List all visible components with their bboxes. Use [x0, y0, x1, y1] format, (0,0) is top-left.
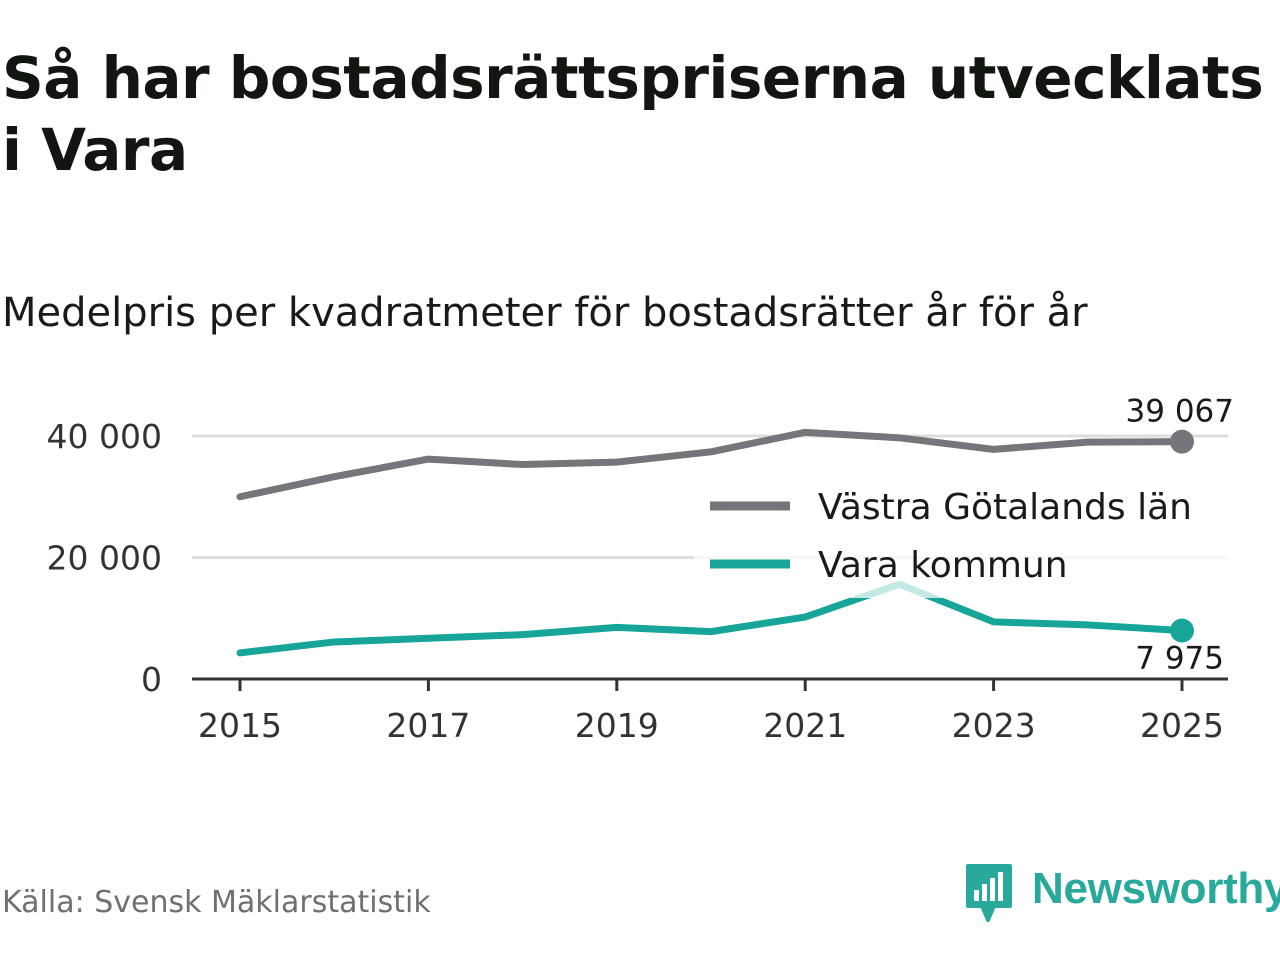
legend-background [694, 478, 1228, 598]
y-tick-label: 40 000 [47, 417, 162, 456]
chart-title: Så har bostadsrättspriserna utvecklats i… [2, 44, 1264, 184]
series-line-1 [236, 580, 1186, 657]
newsworthy-logo-icon [966, 864, 1012, 922]
x-tick-label: 2025 [1140, 706, 1224, 745]
label-layer: 39 067 7 975 [1126, 394, 1234, 677]
series-line-0 [236, 428, 1186, 501]
series-end-marker-1 [1170, 618, 1194, 643]
y-tick-label: 0 [141, 660, 162, 699]
newsworthy-logo-text: Newsworthy [1032, 864, 1280, 913]
x-tick-label: 2017 [386, 706, 470, 745]
legend-label-0: Västra Götalands län [818, 487, 1192, 528]
x-tick-label: 2023 [952, 706, 1036, 745]
series-end-marker-0 [1170, 429, 1194, 454]
y-tick-label: 20 000 [47, 539, 162, 578]
chart-subtitle: Medelpris per kvadratmeter för bostadsrä… [2, 290, 1088, 336]
x-tick-label: 2021 [763, 706, 847, 745]
newsworthy-logo[interactable]: Newsworthy [964, 862, 1280, 926]
x-tick-label: 2019 [575, 706, 659, 745]
series-layer [236, 428, 1194, 657]
legend-label-1: Vara kommun [818, 545, 1068, 586]
end-value-label-0: 39 067 [1126, 394, 1234, 430]
legend-layer: Västra Götalands län Vara kommun [694, 478, 1228, 598]
source-note: Källa: Svensk Mäklarstatistik [2, 885, 431, 920]
line-chart: 0 20 000 40 000 2015 2017 2019 2021 2023 2025 Vä… [47, 394, 1234, 745]
x-tick-label: 2015 [198, 706, 282, 745]
end-value-label-1: 7 975 [1135, 641, 1224, 677]
axis-layer: 0 20 000 40 000 2015 2017 2019 2021 2023 2025 [47, 417, 1228, 745]
